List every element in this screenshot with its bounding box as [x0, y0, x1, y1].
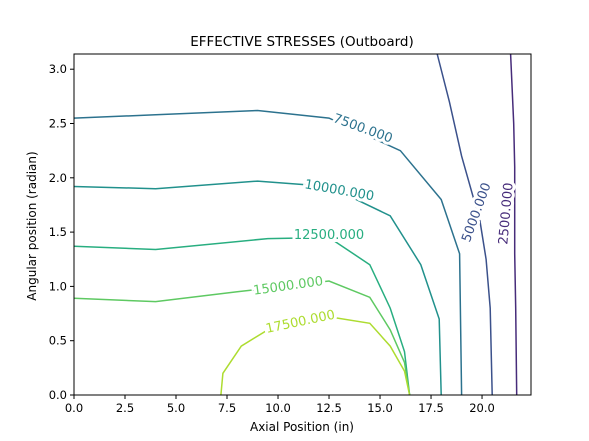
- contour-lines: [73, 53, 518, 396]
- contour-label-17500: 17500.000: [265, 308, 337, 337]
- chart-title: EFFECTIVE STRESSES (Outboard): [190, 34, 414, 50]
- y-tick-label: 1.5: [49, 225, 67, 239]
- contour-label-2500: 2500.000: [496, 182, 516, 245]
- x-axis-label: Axial Position (in): [250, 420, 354, 434]
- y-tick-label: 3.0: [49, 62, 67, 76]
- x-tick-label: 2.5: [116, 401, 134, 415]
- x-tick-label: 12.5: [316, 401, 342, 415]
- y-axis-ticks: 0.0 0.5 1.0 1.5 2.0 2.5 3.0: [49, 62, 74, 402]
- contour-line-5000: [436, 53, 493, 396]
- contour-line-17500: [220, 316, 411, 396]
- y-tick-label: 0.0: [49, 388, 67, 402]
- contour-label-5000: 5000.000: [459, 181, 494, 244]
- contour-line-12500: [73, 236, 411, 396]
- contour-line-10000: [73, 180, 442, 396]
- x-tick-label: 17.5: [418, 401, 444, 415]
- contour-line-2500: [509, 53, 518, 396]
- x-tick-label: 20.0: [469, 401, 495, 415]
- y-tick-label: 2.5: [49, 117, 67, 131]
- contour-label-12500: 12500.000: [294, 228, 364, 243]
- x-tick-label: 5.0: [167, 401, 185, 415]
- contour-label-15000: 15000.000: [252, 274, 324, 299]
- y-tick-label: 0.5: [49, 334, 67, 348]
- plot-frame: [73, 53, 532, 396]
- contour-line-7500: [73, 109, 463, 396]
- x-tick-label: 10.0: [265, 401, 291, 415]
- contour-label-10000: 10000.000: [303, 177, 375, 204]
- x-tick-label: 15.0: [367, 401, 393, 415]
- x-tick-label: 0.0: [65, 401, 83, 415]
- y-axis-label: Angular position (radian): [25, 151, 39, 300]
- contour-line-15000: [73, 280, 411, 396]
- y-tick-label: 2.0: [49, 171, 67, 185]
- y-tick-label: 1.0: [49, 279, 67, 293]
- x-axis-ticks: 0.0 2.5 5.0 7.5 10.0 12.5 15.0 17.5 20.0: [65, 395, 495, 415]
- x-tick-label: 7.5: [218, 401, 236, 415]
- contour-label-7500: 7500.000: [331, 111, 394, 146]
